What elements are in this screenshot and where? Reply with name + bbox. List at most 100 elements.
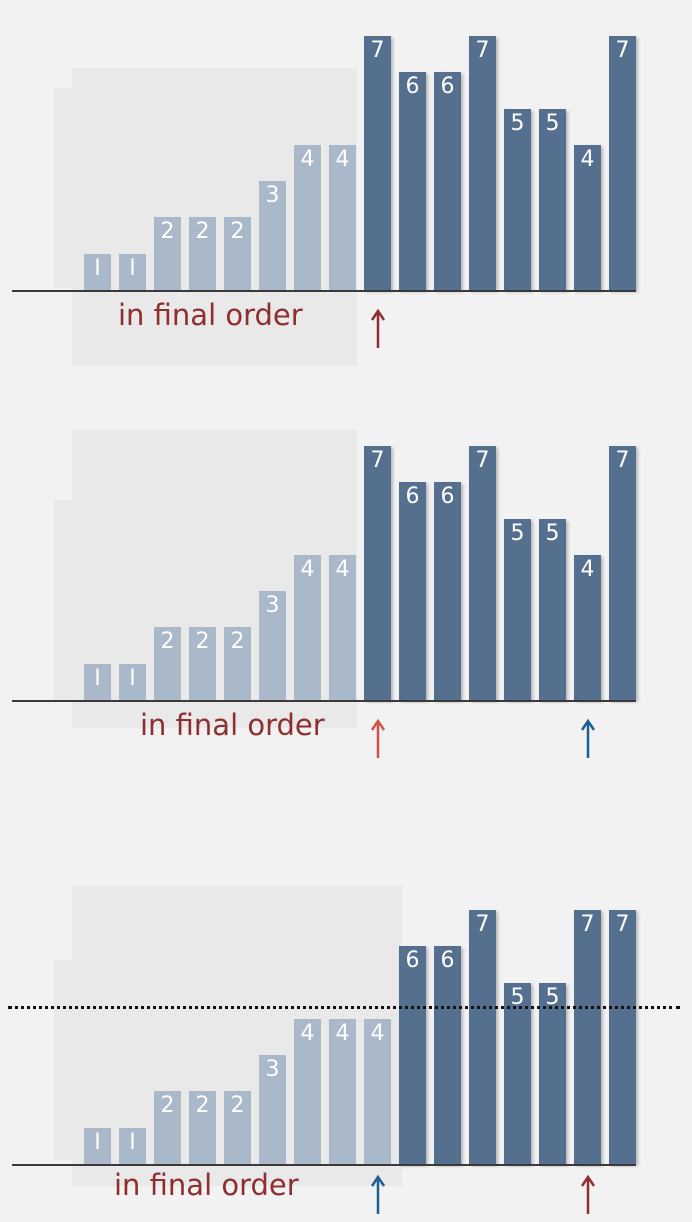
bar-value-label: 6 bbox=[440, 948, 455, 974]
array-bar: 5 bbox=[504, 982, 531, 1164]
array-bar: I bbox=[84, 663, 111, 700]
bar-value-label: 5 bbox=[545, 520, 560, 546]
bar-value-label: 6 bbox=[405, 484, 420, 510]
bar-value-label: 7 bbox=[475, 37, 490, 63]
array-bar: 4 bbox=[329, 1018, 356, 1164]
bar-value-label: 6 bbox=[405, 948, 420, 974]
bar-value-label: 4 bbox=[300, 146, 315, 172]
array-bar: 2 bbox=[224, 627, 251, 700]
array-bar: 7 bbox=[609, 909, 636, 1164]
array-bar: 5 bbox=[539, 108, 566, 290]
pivot-level-dotted-line bbox=[8, 1006, 680, 1010]
bar-value-label: 7 bbox=[615, 911, 630, 937]
bar-value-label: 5 bbox=[510, 110, 525, 136]
bar-value-label: 2 bbox=[160, 219, 175, 245]
array-bar: 6 bbox=[434, 946, 461, 1164]
bar-value-label: 6 bbox=[440, 74, 455, 100]
array-bar: 4 bbox=[574, 554, 601, 700]
up-arrow-icon bbox=[368, 718, 388, 762]
bar-value-label: 2 bbox=[195, 219, 210, 245]
bar-value-label: 7 bbox=[370, 447, 385, 473]
array-bar: I bbox=[119, 253, 146, 290]
up-arrow-icon bbox=[368, 308, 388, 352]
array-bar: 3 bbox=[259, 591, 286, 700]
bar-value-label: I bbox=[94, 665, 101, 691]
bar-value-label: 2 bbox=[230, 219, 245, 245]
sorted-region-shade bbox=[54, 960, 74, 1160]
array-bar: 3 bbox=[259, 181, 286, 290]
baseline-axis bbox=[12, 700, 636, 702]
up-arrow-icon bbox=[578, 1174, 598, 1218]
array-bar: 6 bbox=[399, 946, 426, 1164]
array-bar: 7 bbox=[469, 909, 496, 1164]
array-bar: 5 bbox=[539, 518, 566, 700]
array-bar: 3 bbox=[259, 1055, 286, 1164]
array-bar: I bbox=[84, 253, 111, 290]
caption-in-final-order: in final order bbox=[140, 708, 325, 742]
up-arrow-icon bbox=[578, 718, 598, 762]
array-bar: I bbox=[119, 663, 146, 700]
array-bar: I bbox=[84, 1127, 111, 1164]
array-bar: 4 bbox=[294, 1018, 321, 1164]
sorted-region-shade bbox=[54, 88, 74, 288]
array-bar: 6 bbox=[434, 482, 461, 700]
array-bar: 6 bbox=[399, 482, 426, 700]
array-bar: 7 bbox=[364, 445, 391, 700]
bar-value-label: 6 bbox=[405, 74, 420, 100]
array-bar: 2 bbox=[224, 1091, 251, 1164]
array-bar: 7 bbox=[364, 35, 391, 290]
array-bar: 7 bbox=[469, 445, 496, 700]
array-bar: 2 bbox=[154, 217, 181, 290]
bar-value-label: 3 bbox=[265, 1057, 280, 1083]
bar-value-label: I bbox=[94, 255, 101, 281]
bar-value-label: 4 bbox=[300, 1020, 315, 1046]
bar-value-label: 4 bbox=[580, 146, 595, 172]
up-arrow-icon bbox=[368, 1174, 388, 1218]
bar-value-label: 4 bbox=[335, 1020, 350, 1046]
array-bar: 5 bbox=[504, 108, 531, 290]
bar-value-label: 7 bbox=[370, 37, 385, 63]
array-bar: 4 bbox=[294, 144, 321, 290]
bar-value-label: 6 bbox=[440, 484, 455, 510]
bar-value-label: 7 bbox=[580, 911, 595, 937]
array-bar: 2 bbox=[189, 627, 216, 700]
array-bar: 2 bbox=[189, 217, 216, 290]
array-bar: 7 bbox=[609, 35, 636, 290]
bar-value-label: I bbox=[129, 1129, 136, 1155]
bar-value-label: 2 bbox=[195, 1093, 210, 1119]
array-bar: 4 bbox=[364, 1018, 391, 1164]
bar-value-label: 7 bbox=[615, 37, 630, 63]
array-bar: 2 bbox=[154, 627, 181, 700]
array-bar: 4 bbox=[329, 144, 356, 290]
array-bar: 2 bbox=[154, 1091, 181, 1164]
array-bar: 7 bbox=[469, 35, 496, 290]
array-bar: 6 bbox=[399, 72, 426, 290]
bar-value-label: 2 bbox=[230, 1093, 245, 1119]
bar-value-label: 5 bbox=[510, 520, 525, 546]
array-bar: 7 bbox=[609, 445, 636, 700]
array-bar: 5 bbox=[539, 982, 566, 1164]
array-bar: I bbox=[119, 1127, 146, 1164]
bar-value-label: I bbox=[94, 1129, 101, 1155]
bar-value-label: 4 bbox=[335, 146, 350, 172]
baseline-axis bbox=[12, 1164, 636, 1166]
array-bar: 5 bbox=[504, 518, 531, 700]
bar-value-label: 5 bbox=[545, 984, 560, 1010]
bar-value-label: 7 bbox=[475, 447, 490, 473]
bar-value-label: I bbox=[129, 665, 136, 691]
bar-value-label: 2 bbox=[195, 629, 210, 655]
bar-value-label: I bbox=[129, 255, 136, 281]
array-bar: 4 bbox=[574, 144, 601, 290]
array-bar: 4 bbox=[294, 554, 321, 700]
bar-value-label: 2 bbox=[160, 1093, 175, 1119]
bar-value-label: 2 bbox=[160, 629, 175, 655]
bar-value-label: 5 bbox=[510, 984, 525, 1010]
bar-value-label: 7 bbox=[615, 447, 630, 473]
sorted-region-shade bbox=[54, 500, 74, 700]
bar-value-label: 3 bbox=[265, 183, 280, 209]
array-bar: 6 bbox=[434, 72, 461, 290]
caption-in-final-order: in final order bbox=[114, 1168, 299, 1202]
bar-value-label: 4 bbox=[300, 556, 315, 582]
baseline-axis bbox=[12, 290, 636, 292]
